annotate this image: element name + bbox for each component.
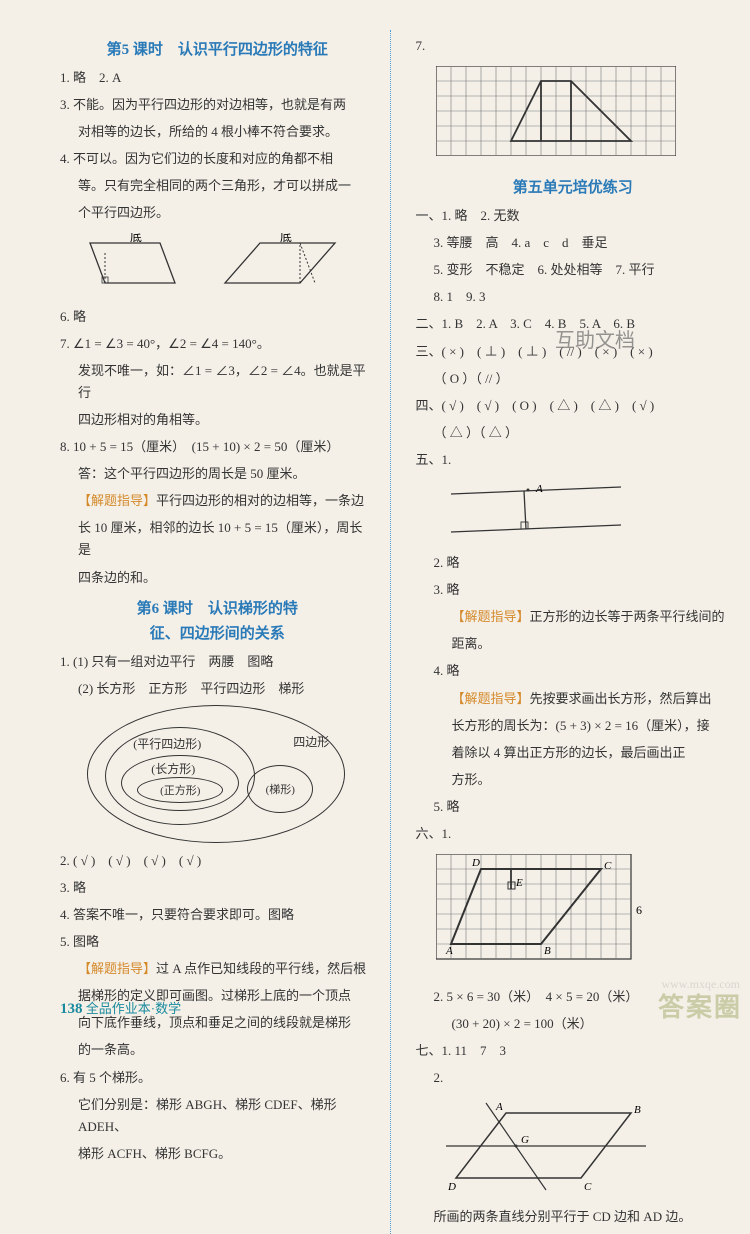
venn-para: (平行四边形) bbox=[133, 735, 201, 752]
u5-3b: 正方形的边长等于两条平行线间的 bbox=[530, 609, 725, 624]
footer-text: 全品作业本·数学 bbox=[86, 1001, 181, 1016]
svg-text:D: D bbox=[471, 857, 480, 869]
u1-8: 8. 1 9. 3 bbox=[416, 286, 731, 308]
u5: 五、1. bbox=[416, 449, 731, 471]
grid-figure-7 bbox=[436, 66, 676, 156]
l6: 6. 略 bbox=[60, 306, 375, 328]
r7: 7. bbox=[416, 35, 731, 57]
u5-4-hint: 【解题指导】先按要求画出长方形，然后算出 bbox=[416, 688, 731, 710]
venn-trap: (梯形) bbox=[266, 781, 295, 797]
u6: 六、1. bbox=[416, 823, 731, 845]
page-footer: 138 全品作业本·数学 bbox=[60, 998, 181, 1018]
page-number: 138 bbox=[60, 1001, 83, 1017]
u5-3-hint: 【解题指导】正方形的边长等于两条平行线间的 bbox=[416, 606, 731, 628]
t6-1b: (2) 长方形 正方形 平行四边形 梯形 bbox=[60, 678, 375, 700]
l4b: 等。只有完全相同的两个三角形，才可以拼成一 bbox=[60, 175, 375, 197]
l1: 1. 略 2. A bbox=[60, 67, 375, 89]
lesson-6-title-a: 第6 课时 认识梯形的特 bbox=[60, 597, 375, 618]
l7c: 四边形相对的角相等。 bbox=[60, 409, 375, 431]
u5-4c: 长方形的周长为：(5 + 3) × 2 = 16（厘米），接 bbox=[416, 715, 731, 737]
watermark-mid: 互助文档 bbox=[555, 324, 635, 353]
hint-label: 【解题指导】 bbox=[78, 493, 156, 508]
l3b: 对相等的边长，所给的 4 根小棒不符合要求。 bbox=[60, 121, 375, 143]
u5-4d: 着除以 4 算出正方形的边长，最后画出正 bbox=[416, 742, 731, 764]
u1-5: 5. 变形 不稳定 6. 处处相等 7. 平行 bbox=[416, 259, 731, 281]
l4: 4. 不可以。因为它们边的长度和对应的角都不相 bbox=[60, 148, 375, 170]
u5-4b: 先按要求画出长方形，然后算出 bbox=[530, 691, 712, 706]
grid-figure-6: A B C D E 6 bbox=[436, 854, 646, 969]
venn-quad: 四边形 bbox=[293, 733, 329, 750]
t6-5: 5. 图略 bbox=[60, 931, 375, 953]
t6-6: 6. 有 5 个梯形。 bbox=[60, 1067, 375, 1089]
svg-text:底: 底 bbox=[280, 233, 292, 244]
svg-text:G: G bbox=[521, 1134, 529, 1146]
t6-6b: 它们分别是：梯形 ABGH、梯形 CDEF、梯形 ADEH、 bbox=[60, 1094, 375, 1138]
left-column: 第5 课时 认识平行四边形的特征 1. 略 2. A 3. 不能。因为平行四边形… bbox=[60, 30, 391, 1234]
l8e: 四条边的和。 bbox=[60, 567, 375, 589]
u1-3: 3. 等腰 高 4. a c d 垂足 bbox=[416, 232, 731, 254]
u1-1: 一、1. 略 2. 无数 bbox=[416, 205, 731, 227]
t6-5e: 的一条高。 bbox=[60, 1039, 375, 1061]
t6-2: 2. ( √ ) ( √ ) ( √ ) ( √ ) bbox=[60, 850, 375, 872]
u7: 七、1. 11 7 3 bbox=[416, 1040, 731, 1062]
l8-hint: 【解题指导】平行四边形的相对的边相等，一条边 bbox=[60, 490, 375, 512]
svg-text:6: 6 bbox=[636, 903, 642, 917]
parallelogram-diagram: 底 底 bbox=[60, 233, 375, 298]
l7b: 发现不唯一，如：∠1 = ∠3，∠2 = ∠4。也就是平行 bbox=[60, 360, 375, 404]
u5-4e: 方形。 bbox=[416, 769, 731, 791]
lesson-5-title: 第5 课时 认识平行四边形的特征 bbox=[60, 38, 375, 59]
u4b: （ △ ）（ △ ） bbox=[416, 422, 731, 444]
t6-1: 1. (1) 只有一组对边平行 两腰 图略 bbox=[60, 651, 375, 673]
u5-4: 4. 略 bbox=[416, 660, 731, 682]
u5-3c: 距离。 bbox=[416, 633, 731, 655]
venn-diagram: 四边形 (梯形) (平行四边形) (长方形) (正方形) bbox=[87, 705, 347, 845]
l3: 3. 不能。因为平行四边形的对边相等，也就是有两 bbox=[60, 94, 375, 116]
l4c: 个平行四边形。 bbox=[60, 202, 375, 224]
l8b: 答：这个平行四边形的周长是 50 厘米。 bbox=[60, 463, 375, 485]
svg-text:A: A bbox=[495, 1101, 503, 1113]
parallelogram-1: 底 bbox=[80, 233, 190, 298]
svg-text:C: C bbox=[604, 860, 612, 872]
hint-label-3: 【解题指导】 bbox=[452, 609, 530, 624]
svg-text:A: A bbox=[445, 945, 453, 957]
svg-text:B: B bbox=[544, 945, 551, 957]
u5-2: 2. 略 bbox=[416, 552, 731, 574]
l8d: 长 10 厘米，相邻的边长 10 + 5 = 15（厘米），周长是 bbox=[60, 517, 375, 561]
parallelogram-2: 底 bbox=[220, 233, 340, 298]
lesson-6-title-b: 征、四边形间的关系 bbox=[60, 622, 375, 643]
u7-2: 2. bbox=[416, 1067, 731, 1089]
t6-5b: 过 A 点作已知线段的平行线，然后根 bbox=[156, 961, 366, 976]
unit-5-title: 第五单元培优练习 bbox=[416, 176, 731, 197]
parallel-lines-fig: A bbox=[446, 482, 626, 537]
svg-text:C: C bbox=[584, 1181, 592, 1193]
t6-5-hint: 【解题指导】过 A 点作已知线段的平行线，然后根 bbox=[60, 958, 375, 980]
watermark-logo: 答案圈 bbox=[658, 987, 742, 1024]
t6-3: 3. 略 bbox=[60, 877, 375, 899]
right-column: 7. bbox=[411, 30, 731, 1234]
u5-5: 5. 略 bbox=[416, 796, 731, 818]
l7: 7. ∠1 = ∠3 = 40°，∠2 = ∠4 = 140°。 bbox=[60, 333, 375, 355]
hint-label-4: 【解题指导】 bbox=[452, 691, 530, 706]
u4: 四、( √ ) ( √ ) ( O ) ( △ ) ( △ ) ( √ ) bbox=[416, 395, 731, 417]
t6-4: 4. 答案不唯一，只要符合要求即可。图略 bbox=[60, 904, 375, 926]
t6-6c: 梯形 ACFH、梯形 BCFG。 bbox=[60, 1143, 375, 1165]
svg-text:A: A bbox=[535, 483, 543, 495]
hint-label-2: 【解题指导】 bbox=[78, 961, 156, 976]
venn-sq: (正方形) bbox=[160, 782, 200, 798]
u3b: （ O ）（ // ） bbox=[416, 368, 731, 390]
l8c: 平行四边形的相对的边相等，一条边 bbox=[156, 493, 364, 508]
svg-text:底: 底 bbox=[130, 233, 142, 244]
l8: 8. 10 + 5 = 15（厘米） (15 + 10) × 2 = 50（厘米… bbox=[60, 436, 375, 458]
svg-text:B: B bbox=[634, 1104, 641, 1116]
venn-rect: (长方形) bbox=[151, 760, 195, 777]
svg-text:E: E bbox=[515, 877, 523, 889]
u7-end: 所画的两条直线分别平行于 CD 边和 AD 边。 bbox=[416, 1206, 731, 1228]
svg-text:D: D bbox=[447, 1181, 456, 1193]
u5-3: 3. 略 bbox=[416, 579, 731, 601]
parallelogram-abcd: A B C D G bbox=[446, 1098, 646, 1193]
